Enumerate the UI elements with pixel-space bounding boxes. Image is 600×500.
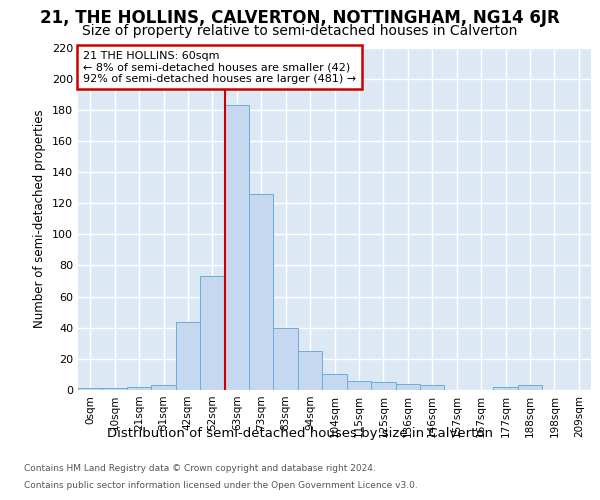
Bar [103, 388, 127, 390]
Bar [78, 388, 103, 390]
Bar [322, 374, 347, 390]
Text: 21 THE HOLLINS: 60sqm
← 8% of semi-detached houses are smaller (42)
92% of semi-: 21 THE HOLLINS: 60sqm ← 8% of semi-detac… [83, 50, 356, 84]
Text: Distribution of semi-detached houses by size in Calverton: Distribution of semi-detached houses by … [107, 428, 493, 440]
Bar [420, 386, 445, 390]
Y-axis label: Number of semi-detached properties: Number of semi-detached properties [34, 110, 46, 328]
Bar [127, 387, 151, 390]
Bar [249, 194, 274, 390]
Bar [200, 276, 224, 390]
Bar [347, 380, 371, 390]
Bar [518, 386, 542, 390]
Text: Contains public sector information licensed under the Open Government Licence v3: Contains public sector information licen… [24, 481, 418, 490]
Bar [493, 387, 518, 390]
Bar [395, 384, 420, 390]
Text: Contains HM Land Registry data © Crown copyright and database right 2024.: Contains HM Land Registry data © Crown c… [24, 464, 376, 473]
Bar [151, 386, 176, 390]
Text: Size of property relative to semi-detached houses in Calverton: Size of property relative to semi-detach… [82, 24, 518, 38]
Bar [224, 105, 249, 390]
Text: 21, THE HOLLINS, CALVERTON, NOTTINGHAM, NG14 6JR: 21, THE HOLLINS, CALVERTON, NOTTINGHAM, … [40, 9, 560, 27]
Bar [274, 328, 298, 390]
Bar [176, 322, 200, 390]
Bar [298, 351, 322, 390]
Bar [371, 382, 395, 390]
